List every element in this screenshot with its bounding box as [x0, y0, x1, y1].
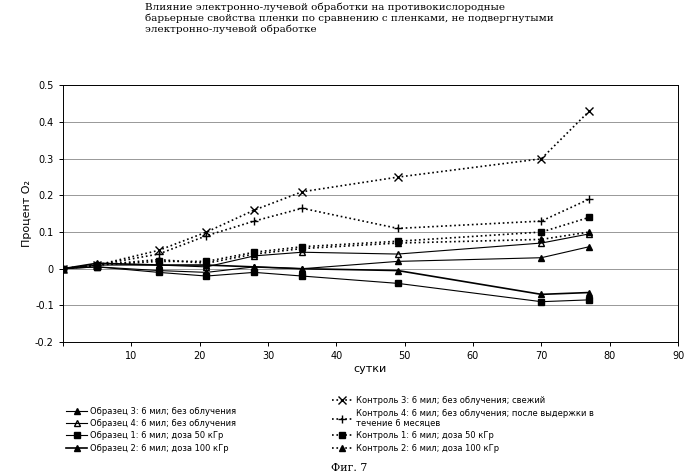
Legend: Контроль 3: 6 мил; без облучения; свежий, Контроль 4: 6 мил; без облучения; посл: Контроль 3: 6 мил; без облучения; свежий…	[329, 393, 597, 456]
Legend: Образец 3: 6 мил; без облучения, Образец 4: 6 мил; без облучения, Образец 1: 6 м: Образец 3: 6 мил; без облучения, Образец…	[63, 403, 240, 456]
Text: Фиг. 7: Фиг. 7	[331, 463, 368, 473]
X-axis label: сутки: сутки	[354, 364, 387, 374]
Text: Влияние электронно-лучевой обработки на противокислородные
барьерные свойства пл: Влияние электронно-лучевой обработки на …	[145, 2, 554, 34]
Y-axis label: Процент О₂: Процент О₂	[22, 180, 32, 247]
